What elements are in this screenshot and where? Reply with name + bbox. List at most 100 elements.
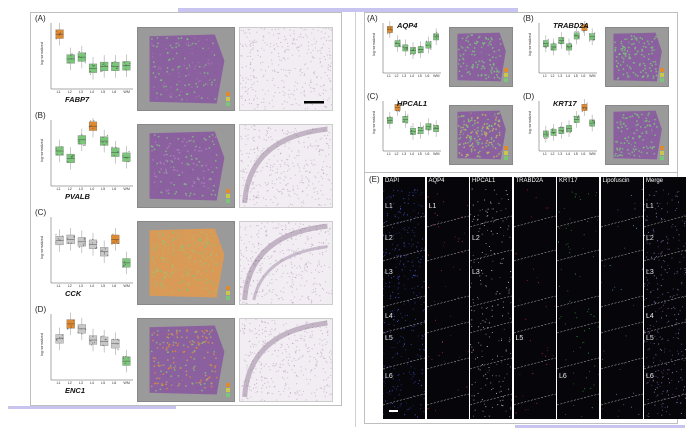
stain-dot [242,302,244,304]
stain-dot [321,46,323,49]
stain-dot [277,71,279,74]
spot [635,37,638,39]
signal-dot [408,198,410,200]
spot [183,192,186,195]
stain-dot [305,328,307,330]
spot [477,132,480,135]
stain-dot [268,366,270,368]
signal-dot [597,219,599,221]
stain-dot [310,61,312,63]
spot [207,168,210,171]
signal-dot [501,263,503,265]
signal-dot [383,352,385,355]
stain-dot [330,54,332,56]
spot [169,44,172,47]
signal-dot [491,278,493,280]
signal-dot [644,341,645,343]
spot [641,63,644,66]
spot [473,50,476,53]
stain-dot [274,251,276,253]
spot [170,375,173,378]
spot [187,44,190,47]
spot [486,141,489,144]
stain-dot [322,149,325,151]
microscopy-image [239,27,333,111]
signal-dot [545,306,547,308]
spot [205,292,207,295]
spot [481,139,484,141]
box-L5 [573,27,580,45]
data-point [83,239,86,241]
box-L4 [88,56,98,80]
stain-dot [315,293,317,295]
spot [154,285,157,288]
signal-dot [588,327,590,329]
spot [151,152,154,155]
stain-dot [267,255,269,258]
stain-dot [240,55,242,57]
spot [473,47,476,49]
signal-dot [472,349,474,351]
stain-dot [310,159,312,161]
spot [182,158,185,161]
signal-dot [679,310,681,312]
signal-dot [395,388,398,390]
spot [493,156,495,158]
spot [202,276,205,279]
spot [194,260,196,263]
data-point [402,120,404,123]
stain-dot [243,333,245,335]
spot [633,62,636,64]
signal-dot [474,381,476,383]
spot [498,77,501,80]
data-point [389,116,391,118]
stain-dot [314,43,316,45]
spot [639,67,642,70]
signal-dot [567,246,570,248]
layer-label: L5 [515,335,524,342]
stain-dot [309,356,311,358]
signal-dot [656,330,658,332]
stain-dot [277,37,280,39]
box-L2 [550,123,557,141]
spot [489,53,492,56]
stain-dot [250,63,252,65]
data-point [404,48,406,50]
microscopy-image [239,124,333,208]
spot [632,75,634,78]
stain-dot [250,258,252,260]
signal-dot [491,315,493,317]
stain-dot [293,357,295,360]
stain-dot [282,252,285,255]
stain-dot [306,266,308,268]
stain-dot [281,46,283,48]
stain-dot [240,330,242,332]
signal-dot [393,319,395,321]
spot [620,142,623,144]
stain-dot [253,128,255,130]
stain-dot [310,243,312,245]
signal-dot [389,332,392,334]
stain-dot [272,227,274,229]
stain-dot [290,237,292,239]
stain-dot [324,232,326,234]
spot [213,186,215,189]
signal-dot [413,275,415,277]
spot [206,351,209,354]
signal-dot [485,307,487,309]
stain-dot [271,180,273,182]
signal-dot [391,411,393,413]
spot [174,269,177,272]
stain-dot [325,239,327,241]
spot [651,122,654,125]
spot [175,342,177,344]
stain-dot [299,235,302,237]
stain-dot [311,162,313,164]
stain-dot [285,351,287,353]
spot [181,248,184,251]
spot [496,70,498,73]
stain-dot [330,88,332,90]
spot [633,132,636,135]
spot [626,50,629,53]
stain-dot [248,389,251,391]
